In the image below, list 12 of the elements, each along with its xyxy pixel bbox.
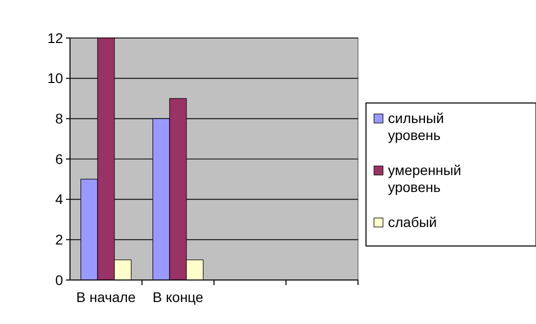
y-tick-label: 12 [47, 30, 64, 46]
y-tick-label: 0 [55, 272, 64, 288]
x-tick-label: В конце [152, 289, 204, 305]
y-tick-label: 4 [55, 191, 64, 208]
x-tick-label: В начале [76, 289, 136, 305]
y-tick-label: 8 [55, 110, 64, 127]
legend-label: сильный уровень [388, 110, 444, 143]
y-tick-label: 6 [55, 150, 64, 167]
y-tick-label: 10 [47, 70, 64, 86]
y-tick-label: 2 [55, 232, 64, 248]
legend-label: слабый [388, 214, 437, 230]
legend-label: умеренный уровень [388, 162, 462, 195]
